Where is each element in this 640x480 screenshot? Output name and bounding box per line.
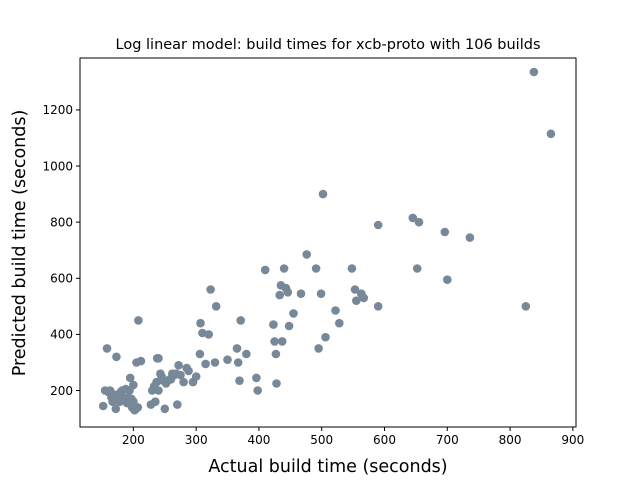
data-point bbox=[129, 380, 138, 390]
data-point bbox=[154, 386, 163, 395]
data-point bbox=[195, 349, 205, 359]
x-axis: 200 300 400 500 600 700 800 900 bbox=[122, 427, 584, 447]
data-point bbox=[160, 404, 170, 414]
data-point bbox=[260, 265, 270, 275]
data-point bbox=[335, 318, 344, 328]
data-point bbox=[125, 373, 135, 383]
data-point bbox=[196, 318, 205, 328]
data-point bbox=[350, 285, 360, 294]
data-point bbox=[440, 227, 450, 237]
data-point bbox=[133, 403, 143, 412]
data-point bbox=[232, 344, 242, 353]
data-point bbox=[154, 354, 163, 363]
data-point bbox=[521, 302, 531, 311]
data-point bbox=[352, 296, 361, 306]
data-point bbox=[191, 372, 201, 381]
data-point bbox=[331, 306, 340, 315]
data-point bbox=[134, 316, 143, 325]
data-point bbox=[206, 285, 215, 294]
data-point bbox=[316, 289, 326, 299]
plot-points bbox=[98, 67, 556, 415]
x-tick-label: 200 bbox=[122, 433, 145, 447]
x-tick-label: 700 bbox=[436, 433, 459, 447]
data-point bbox=[235, 376, 244, 386]
data-point bbox=[414, 217, 424, 227]
data-point bbox=[98, 401, 108, 411]
data-point bbox=[314, 344, 323, 353]
data-point bbox=[204, 330, 213, 339]
data-point bbox=[275, 290, 285, 300]
data-point bbox=[173, 400, 182, 409]
data-point bbox=[151, 397, 160, 407]
data-point bbox=[253, 386, 262, 395]
data-point bbox=[283, 288, 293, 297]
data-point bbox=[233, 358, 243, 367]
data-point bbox=[272, 379, 281, 388]
y-tick-label: 1200 bbox=[42, 103, 73, 117]
x-axis-label: Actual build time (seconds) bbox=[208, 457, 447, 477]
data-point bbox=[373, 220, 383, 230]
data-point bbox=[546, 129, 556, 139]
data-point bbox=[373, 302, 383, 311]
data-point bbox=[289, 309, 298, 318]
data-point bbox=[529, 67, 539, 77]
data-point bbox=[223, 355, 232, 365]
data-point bbox=[179, 377, 188, 387]
y-tick-label: 1000 bbox=[42, 159, 73, 173]
data-point bbox=[279, 264, 289, 273]
y-tick-label: 400 bbox=[50, 328, 73, 342]
data-point bbox=[284, 321, 294, 331]
data-point bbox=[176, 370, 185, 380]
data-point bbox=[252, 373, 261, 383]
data-point bbox=[210, 358, 220, 367]
data-point bbox=[236, 316, 245, 325]
data-point bbox=[318, 189, 328, 199]
data-point bbox=[111, 404, 121, 414]
x-tick-label: 600 bbox=[373, 433, 396, 447]
data-point bbox=[211, 302, 221, 311]
x-tick-label: 900 bbox=[561, 433, 584, 447]
y-tick-label: 600 bbox=[50, 272, 73, 286]
data-point bbox=[270, 337, 279, 346]
x-tick-label: 500 bbox=[310, 433, 333, 447]
y-axis: 200 400 600 800 1000 1200 bbox=[42, 103, 80, 398]
data-point bbox=[302, 250, 312, 259]
data-point bbox=[152, 377, 161, 387]
data-point bbox=[102, 344, 112, 353]
data-point bbox=[242, 349, 251, 359]
data-point bbox=[201, 359, 210, 369]
data-point bbox=[277, 337, 287, 346]
data-point bbox=[465, 233, 475, 242]
data-point bbox=[269, 320, 278, 329]
data-point bbox=[321, 332, 330, 342]
data-point bbox=[184, 366, 193, 376]
data-point bbox=[311, 264, 321, 273]
data-point bbox=[359, 293, 369, 303]
x-tick-label: 800 bbox=[499, 433, 522, 447]
plot-frame bbox=[79, 57, 577, 428]
x-tick-label: 300 bbox=[185, 433, 208, 447]
y-axis-label: Predicted build time (seconds) bbox=[10, 110, 30, 377]
y-tick-label: 800 bbox=[50, 215, 73, 229]
data-point bbox=[112, 352, 121, 362]
data-point bbox=[347, 264, 357, 273]
data-point bbox=[174, 361, 183, 370]
chart-title: Log linear model: build times for xcb-pr… bbox=[116, 37, 541, 53]
y-tick-label: 200 bbox=[50, 384, 73, 398]
x-tick-label: 400 bbox=[247, 433, 270, 447]
data-point bbox=[296, 289, 306, 299]
data-point bbox=[412, 264, 422, 273]
data-point bbox=[136, 356, 146, 366]
data-point bbox=[443, 275, 452, 285]
data-point bbox=[271, 349, 281, 359]
data-point bbox=[408, 213, 418, 223]
